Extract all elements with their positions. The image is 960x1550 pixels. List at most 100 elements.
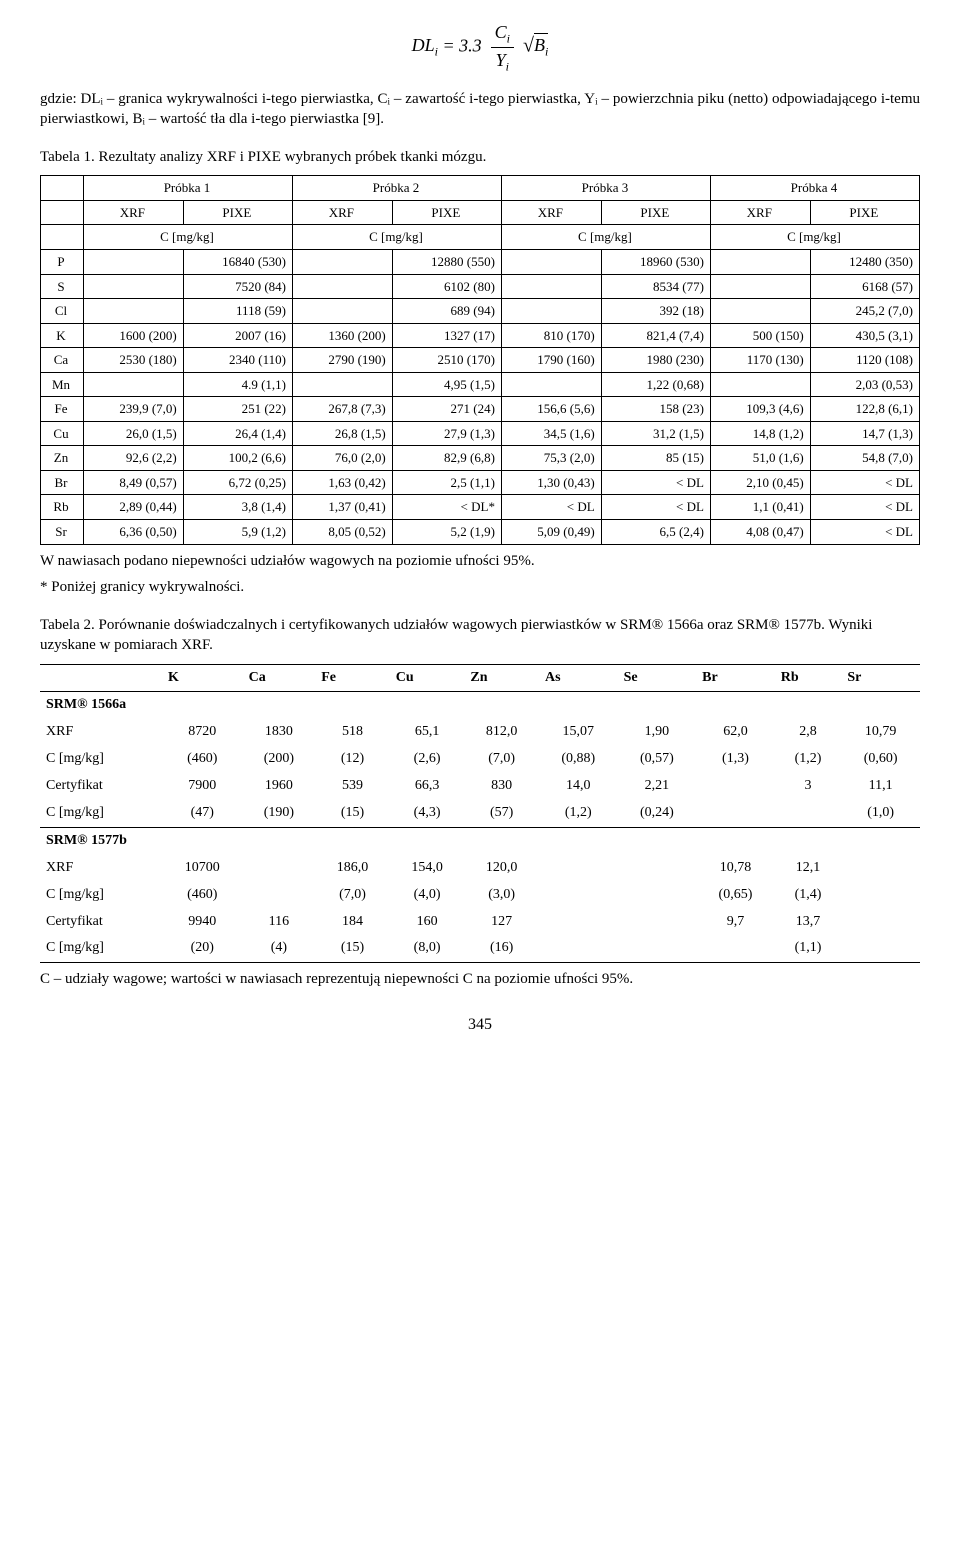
t2-value-cell: (460) xyxy=(162,746,243,773)
method-header: PIXE xyxy=(810,200,919,225)
t2-value-cell: (57) xyxy=(464,800,539,827)
row-label: Certyfikat xyxy=(40,773,162,800)
t2-value-cell xyxy=(775,800,842,827)
t2-value-cell: (0,88) xyxy=(539,746,618,773)
value-cell: 82,9 (6,8) xyxy=(392,446,501,471)
t2-value-cell: 116 xyxy=(243,909,316,936)
t2-header xyxy=(40,664,162,692)
t2-header: As xyxy=(539,664,618,692)
value-cell: 2340 (110) xyxy=(183,348,292,373)
value-cell: 4.9 (1,1) xyxy=(183,372,292,397)
value-cell: 158 (23) xyxy=(601,397,710,422)
t2-value-cell: (1,0) xyxy=(841,800,920,827)
t2-value-cell: (0,65) xyxy=(696,882,775,909)
element-cell: Rb xyxy=(41,495,84,520)
value-cell: 26,4 (1,4) xyxy=(183,421,292,446)
t2-value-cell xyxy=(539,882,618,909)
block-title: SRM® 1566a xyxy=(40,692,920,719)
row-label: C [mg/kg] xyxy=(40,935,162,962)
t2-value-cell: 830 xyxy=(464,773,539,800)
value-cell: 100,2 (6,6) xyxy=(183,446,292,471)
row-label: Certyfikat xyxy=(40,909,162,936)
value-cell: 2790 (190) xyxy=(292,348,392,373)
value-cell xyxy=(292,274,392,299)
t2-value-cell xyxy=(243,855,316,882)
element-cell: Mn xyxy=(41,372,84,397)
t2-value-cell xyxy=(696,800,775,827)
value-cell: 12880 (550) xyxy=(392,249,501,274)
t2-header: Zn xyxy=(464,664,539,692)
t2-value-cell: (4,3) xyxy=(390,800,465,827)
t2-value-cell: 7900 xyxy=(162,773,243,800)
page-number: 345 xyxy=(40,1014,920,1036)
t2-value-cell: 12,1 xyxy=(775,855,842,882)
value-cell: 6,36 (0,50) xyxy=(84,519,184,544)
t2-value-cell: (1,2) xyxy=(539,800,618,827)
value-cell: 8,05 (0,52) xyxy=(292,519,392,544)
table2-footnote: C – udziały wagowe; wartości w nawiasach… xyxy=(40,969,920,989)
value-cell: 54,8 (7,0) xyxy=(810,446,919,471)
t2-value-cell: 812,0 xyxy=(464,719,539,746)
t2-value-cell xyxy=(618,855,697,882)
t2-header: Sr xyxy=(841,664,920,692)
element-cell: S xyxy=(41,274,84,299)
unit-header: C [mg/kg] xyxy=(84,225,293,250)
value-cell: 6,72 (0,25) xyxy=(183,470,292,495)
value-cell xyxy=(84,249,184,274)
value-cell xyxy=(84,372,184,397)
value-cell: 34,5 (1,6) xyxy=(501,421,601,446)
value-cell: 1118 (59) xyxy=(183,299,292,324)
sample-header: Próbka 2 xyxy=(292,176,501,201)
row-label: XRF xyxy=(40,719,162,746)
value-cell: 5,9 (1,2) xyxy=(183,519,292,544)
t2-value-cell: 186,0 xyxy=(315,855,390,882)
value-cell: 3,8 (1,4) xyxy=(183,495,292,520)
value-cell: 271 (24) xyxy=(392,397,501,422)
t2-value-cell: 120,0 xyxy=(464,855,539,882)
t2-value-cell: (3,0) xyxy=(464,882,539,909)
t2-value-cell: 539 xyxy=(315,773,390,800)
value-cell: 1,37 (0,41) xyxy=(292,495,392,520)
value-cell: < DL* xyxy=(392,495,501,520)
value-cell: 26,8 (1,5) xyxy=(292,421,392,446)
row-label: C [mg/kg] xyxy=(40,746,162,773)
value-cell: 7520 (84) xyxy=(183,274,292,299)
value-cell xyxy=(292,249,392,274)
value-cell: 2,5 (1,1) xyxy=(392,470,501,495)
element-cell: Zn xyxy=(41,446,84,471)
t2-header: Br xyxy=(696,664,775,692)
t2-value-cell: 1830 xyxy=(243,719,316,746)
t2-value-cell: (190) xyxy=(243,800,316,827)
value-cell xyxy=(501,274,601,299)
t2-value-cell: (0,24) xyxy=(618,800,697,827)
t2-value-cell: (1,1) xyxy=(775,935,842,962)
t2-value-cell: 154,0 xyxy=(390,855,465,882)
t2-value-cell: 518 xyxy=(315,719,390,746)
element-cell: P xyxy=(41,249,84,274)
value-cell: 31,2 (1,5) xyxy=(601,421,710,446)
t2-value-cell: (200) xyxy=(243,746,316,773)
value-cell xyxy=(292,299,392,324)
element-cell: Br xyxy=(41,470,84,495)
table1-footnote1: W nawiasach podano niepewności udziałów … xyxy=(40,551,920,571)
t2-value-cell xyxy=(696,773,775,800)
t2-value-cell: 10700 xyxy=(162,855,243,882)
t2-value-cell: 1,90 xyxy=(618,719,697,746)
t2-header: Rb xyxy=(775,664,842,692)
sample-header: Próbka 3 xyxy=(501,176,710,201)
value-cell: < DL xyxy=(601,495,710,520)
t2-value-cell: (0,57) xyxy=(618,746,697,773)
element-cell: Cl xyxy=(41,299,84,324)
t2-value-cell: (12) xyxy=(315,746,390,773)
value-cell: 12480 (350) xyxy=(810,249,919,274)
value-cell: 1120 (108) xyxy=(810,348,919,373)
table2-caption: Tabela 2. Porównanie doświadczalnych i c… xyxy=(40,615,920,656)
value-cell: 14,7 (1,3) xyxy=(810,421,919,446)
t2-value-cell: (15) xyxy=(315,800,390,827)
value-cell: 5,2 (1,9) xyxy=(392,519,501,544)
value-cell: 76,0 (2,0) xyxy=(292,446,392,471)
t2-value-cell xyxy=(539,909,618,936)
t2-value-cell: (7,0) xyxy=(464,746,539,773)
t2-value-cell: 8720 xyxy=(162,719,243,746)
value-cell: 2530 (180) xyxy=(84,348,184,373)
